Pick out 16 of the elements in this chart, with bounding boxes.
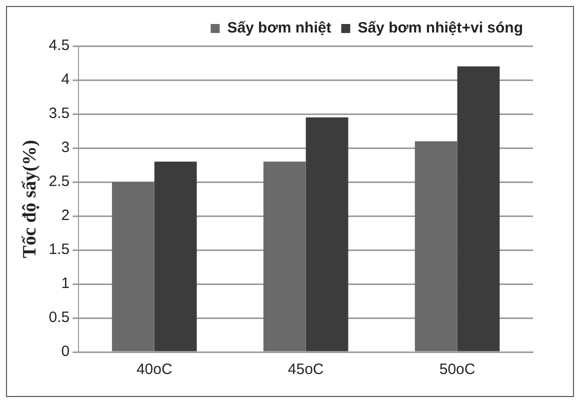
- y-tick-label: 1: [61, 275, 70, 292]
- legend-label: Sấy bơm nhiệt+vi sóng: [358, 20, 524, 37]
- y-tick-label: 4.5: [48, 37, 70, 54]
- y-tick-label: 3: [61, 139, 70, 156]
- y-tick-label: 0: [61, 343, 70, 360]
- y-tick-label: 3.5: [48, 105, 70, 122]
- y-tick-label: 2.5: [48, 173, 70, 190]
- y-tick-label: 2: [61, 207, 70, 224]
- x-tick-label: 40oC: [136, 361, 172, 378]
- legend-label: Sấy bơm nhiệt: [227, 20, 332, 37]
- x-tick-label: 45oC: [288, 361, 324, 378]
- y-tick-label: 0.5: [48, 309, 70, 326]
- y-axis-title: Tốc độ sấy(%): [19, 140, 40, 258]
- x-tick-label: 50oC: [439, 361, 476, 378]
- y-tick-label: 1.5: [48, 241, 70, 258]
- y-tick-label: 4: [61, 71, 70, 88]
